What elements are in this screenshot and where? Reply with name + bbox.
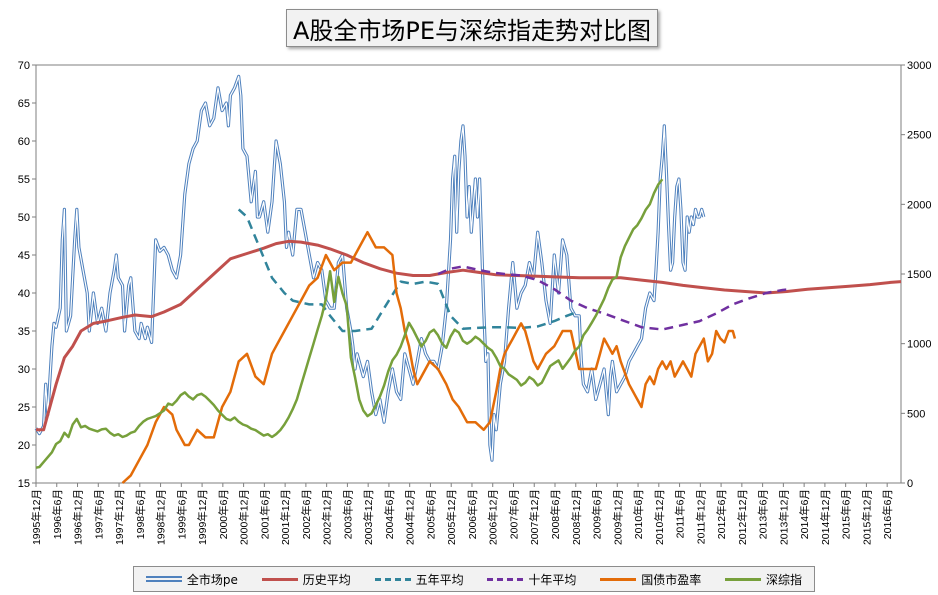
x-tick-label: 2011年12月 [694,489,707,544]
legend: 全市场pe 历史平均 五年平均 十年平均 国债市盈率 深综指 [133,566,815,592]
series-line [437,265,792,331]
y-left-tick-label: 30 [18,364,30,376]
legend-label: 国债市盈率 [641,572,702,587]
series-line [36,239,902,432]
x-tick-label: 2003年12月 [362,489,375,545]
x-tick-label: 2006年6月 [466,489,479,539]
x-tick-label: 2006年12月 [487,489,500,545]
series-line [237,208,580,333]
x-tick-label: 1999年12月 [196,489,209,545]
legend-swatch [487,577,524,581]
x-tick-label: 1997年12月 [113,489,126,545]
chart-title: A股全市场PE与深综指走势对比图 [286,9,658,47]
x-tick-label: 2016年6月 [881,489,894,539]
legend-label: 全市场pe [186,572,238,587]
y-right-tick-label: 0 [907,478,913,490]
y-left-tick-label: 55 [18,174,30,186]
x-tick-label: 2011年6月 [674,489,687,538]
legend-label: 五年平均 [415,572,464,587]
plot-area [35,64,902,484]
x-tick-label: 2009年6月 [591,489,604,539]
x-tick-label: 2004年12月 [404,489,417,545]
x-tick-label: 2009年12月 [611,489,624,545]
legend-item: 历史平均 [261,571,351,588]
x-tick-label: 1999年6月 [175,489,188,539]
x-tick-label: 2014年6月 [798,489,811,539]
y-left-tick-label: 35 [18,326,30,338]
x-tick-label: 2010年12月 [653,489,666,545]
legend-label: 历史平均 [302,572,351,587]
x-tick-label: 1997年6月 [92,489,105,539]
y-right-tick-label: 2500 [907,130,931,142]
x-tick-label: 2014年12月 [819,489,832,545]
y-left-tick-label: 65 [18,98,30,110]
legend-label: 深综指 [766,572,803,587]
legend-swatch [600,577,637,581]
x-tick-label: 1998年12月 [155,489,168,545]
y-right-tick-label: 1000 [907,339,931,351]
x-tick-label: 2002年12月 [321,489,334,545]
legend-swatch [261,577,298,581]
series-line-outline [34,74,706,462]
legend-item: 深综指 [725,571,802,588]
x-tick-label: 1996年12月 [72,489,85,545]
y-right-tick-label: 500 [907,408,925,420]
x-tick-label: 1998年6月 [134,489,147,539]
y-right-tick-label: 3000 [907,60,931,72]
x-tick-label: 2012年6月 [715,489,728,539]
y-right-tick-label: 1500 [907,269,931,281]
y-left-tick-label: 40 [18,288,30,300]
x-tick-label: 2007年12月 [528,489,541,545]
legend-swatch [374,577,411,581]
legend-item: 十年平均 [487,571,576,588]
series-line [121,230,737,484]
series-line [35,75,705,461]
legend-label: 十年平均 [528,572,577,587]
y-right-tick-label: 2000 [907,199,931,211]
legend-item: 五年平均 [374,571,464,588]
x-tick-label: 2005年12月 [445,489,458,545]
x-tick-label: 1996年6月 [51,489,64,539]
y-left-tick-label: 15 [18,478,30,490]
x-tick-label: 2015年6月 [840,489,853,539]
legend-swatch [725,577,762,581]
legend-item: 全市场pe [145,571,238,588]
x-tick-label: 2013年6月 [757,489,770,539]
y-left-tick-label: 25 [18,402,30,414]
legend-swatch [145,576,182,582]
x-tick-label: 2013年12月 [777,489,790,545]
x-tick-label: 2012年12月 [736,489,749,545]
legend-item: 国债市盈率 [600,571,701,588]
y-left-tick-label: 45 [18,250,30,262]
y-left-tick-label: 60 [18,136,30,148]
x-tick-label: 2007年6月 [507,489,520,539]
x-tick-label: 2000年6月 [217,489,230,539]
y-left-tick-label: 50 [18,212,30,224]
x-tick-label: 2008年6月 [549,489,562,539]
x-tick-label: 2015年12月 [860,489,873,545]
x-tick-label: 2001年12月 [279,489,292,545]
x-tick-label: 2008年12月 [570,489,583,545]
x-tick-label: 2000年12月 [238,489,251,545]
x-tick-label: 2003年6月 [341,489,354,539]
x-tick-label: 2010年6月 [632,489,645,539]
x-tick-label: 2001年6月 [258,489,271,539]
series-line [35,178,664,469]
x-tick-label: 2005年6月 [424,489,437,539]
x-tick-label: 2002年6月 [300,489,313,539]
y-left-tick-label: 70 [18,60,30,72]
x-tick-label: 2004年6月 [383,489,396,539]
y-left-tick-label: 20 [18,440,30,452]
x-tick-label: 1995年12月 [30,489,43,545]
